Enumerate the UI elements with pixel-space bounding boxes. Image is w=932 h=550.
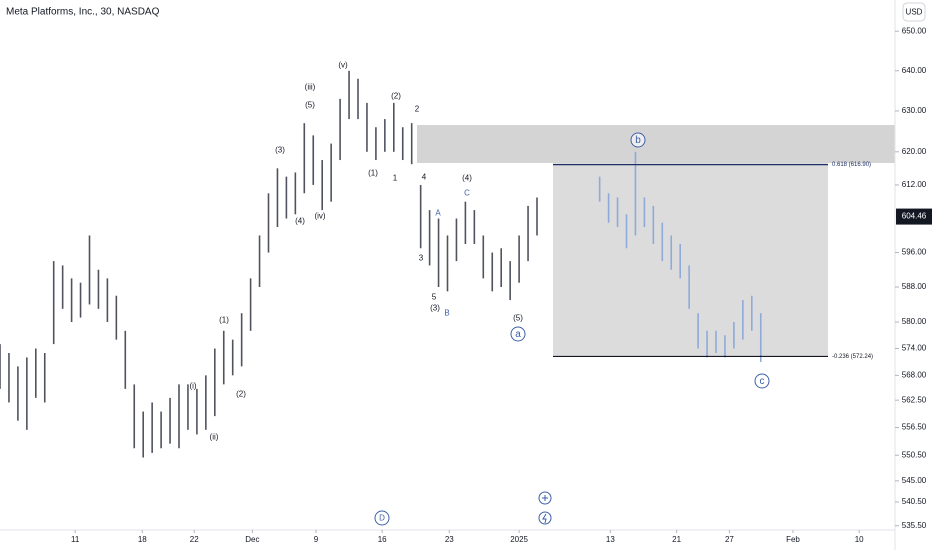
wave-label: (4) [295, 217, 305, 226]
wave-label: (2) [391, 92, 401, 101]
icon [538, 511, 552, 525]
wave-label: 4 [422, 173, 427, 182]
fib-level-label: 0.618 (616.90) [832, 162, 871, 168]
y-tick-label: 588.00 [902, 282, 927, 291]
x-tick-label: 21 [672, 535, 681, 544]
y-tick-label: 545.00 [902, 476, 927, 485]
x-tick-label: 18 [138, 535, 147, 544]
resistance-zone [417, 125, 895, 163]
y-tick-label: 574.00 [902, 344, 927, 353]
y-tick-label: 630.00 [902, 106, 927, 115]
wave-label: (5) [513, 314, 523, 323]
x-tick-label: 27 [725, 535, 734, 544]
wave-label: (3) [430, 304, 440, 313]
x-tick-label: Dec [245, 535, 259, 544]
wave-label: (1) [368, 169, 378, 178]
y-tick-label: 556.50 [902, 423, 927, 432]
wave-label: B [444, 309, 449, 318]
x-tick-label: 11 [71, 535, 80, 544]
y-tick-label: 562.50 [902, 395, 927, 404]
y-tick-label: 568.00 [902, 370, 927, 379]
wave-label: a [515, 329, 521, 340]
x-tick-label: 23 [445, 535, 454, 544]
wave-label: (v) [338, 61, 348, 70]
wave-circle [510, 326, 526, 342]
wave-label: (1) [219, 316, 229, 325]
wave-label: (i) [189, 382, 196, 391]
projection-box [553, 163, 828, 355]
x-tick-label: 13 [606, 535, 615, 544]
wave-label: b [635, 135, 641, 146]
y-tick-label: 596.00 [902, 248, 927, 257]
y-tick-label: 540.50 [902, 497, 927, 506]
x-tick-label: 2025 [510, 535, 528, 544]
y-tick-label: 612.00 [902, 180, 927, 189]
wave-label: (4) [462, 174, 472, 183]
wave-circle [754, 373, 770, 389]
wave-label: A [435, 209, 441, 218]
wave-circle [630, 132, 646, 148]
tool-icons[interactable] [538, 491, 552, 525]
wave-label: (3) [275, 146, 285, 155]
x-tick-label: 22 [190, 535, 199, 544]
event-icon[interactable]: D [374, 510, 390, 526]
wave-label: (2) [236, 390, 246, 399]
event-marker: D [379, 514, 385, 523]
y-tick-label: 620.00 [902, 147, 927, 156]
wave-label: C [464, 189, 470, 198]
y-tick-label: 580.00 [902, 317, 927, 326]
wave-label: 2 [415, 105, 420, 114]
y-tick-label: 650.00 [902, 26, 927, 35]
wave-label: (iii) [305, 83, 316, 92]
last-price-label: 604.46 [902, 212, 927, 221]
wave-label: 3 [419, 254, 424, 263]
y-tick-label: 550.50 [902, 450, 927, 459]
icon-glyph [542, 495, 548, 501]
currency: USD [906, 8, 923, 17]
x-tick-label: 16 [378, 535, 387, 544]
chart-title: Meta Platforms, Inc., 30, NASDAQ [6, 7, 160, 18]
wave-label: c [760, 376, 765, 387]
x-tick-label: 9 [314, 535, 319, 544]
wave-label: 1 [393, 174, 398, 183]
fib-level-label: -0.236 (572.24) [832, 354, 873, 360]
y-tick-label: 640.00 [902, 66, 927, 75]
wave-label: 5 [432, 293, 437, 302]
y-tick-label: 535.50 [902, 521, 927, 530]
last-price-tag [896, 208, 932, 225]
icon-glyph [542, 513, 547, 524]
wave-label: (5) [305, 101, 315, 110]
currency-box [902, 2, 926, 22]
event-circle [374, 510, 390, 526]
x-tick-label: 10 [855, 535, 864, 544]
wave-label: (iv) [314, 212, 325, 221]
wave-label: (ii) [210, 433, 219, 442]
x-tick-label: Feb [786, 535, 800, 544]
